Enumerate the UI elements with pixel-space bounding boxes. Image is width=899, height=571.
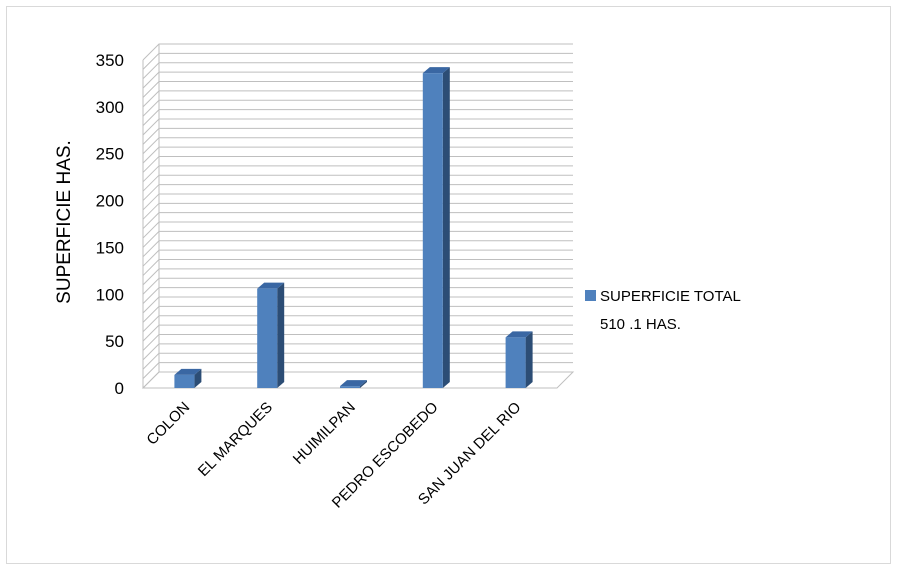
grid-line <box>142 118 573 136</box>
grid-line <box>142 221 573 239</box>
y-tick-label: 50 <box>105 332 124 351</box>
bar-front <box>340 386 360 388</box>
y-tick-label: 200 <box>96 192 124 211</box>
grid-line <box>142 137 573 155</box>
grid-line <box>142 62 573 80</box>
legend-line-1: SUPERFICIE TOTAL <box>600 288 741 305</box>
bar-top <box>174 368 202 375</box>
grid-line <box>142 165 573 183</box>
bar-front <box>174 374 195 388</box>
bar-side <box>525 331 533 388</box>
y-tick-label: 250 <box>96 145 124 164</box>
bar <box>257 282 285 388</box>
bar-top <box>340 380 367 387</box>
bar-front <box>422 73 443 389</box>
bar-side <box>277 282 285 388</box>
y-axis-label: SUPERFICIE HAS. <box>54 140 75 304</box>
x-category-label: COLON <box>143 399 193 449</box>
grid-line <box>142 52 573 70</box>
bar-front <box>505 337 526 388</box>
bar-side <box>360 380 367 388</box>
grid-line <box>142 202 573 220</box>
grid-line <box>142 315 573 333</box>
y-tick-label: 150 <box>96 238 124 257</box>
grid-line <box>142 43 573 61</box>
grid-line <box>142 249 573 267</box>
grid-line <box>142 174 573 192</box>
grid-line <box>142 109 573 126</box>
y-tick-label: 300 <box>96 98 124 117</box>
grid-line <box>142 277 573 295</box>
grid-line <box>142 296 573 314</box>
bar <box>422 67 450 389</box>
grid-line <box>142 99 573 117</box>
bar-top <box>257 282 285 289</box>
bars <box>174 67 533 389</box>
x-category-label: HUIMILPAN <box>290 399 359 468</box>
x-category-label: EL MARQUES <box>195 399 276 480</box>
bar <box>505 331 533 388</box>
y-tick-label: 0 <box>115 379 124 398</box>
bar <box>174 368 202 388</box>
legend-swatch <box>585 290 596 301</box>
bar-front <box>257 288 278 388</box>
grid-line <box>142 259 573 276</box>
grid-line <box>142 230 573 248</box>
grid-line <box>142 90 573 108</box>
grid-line <box>142 155 573 173</box>
bar-side <box>442 67 450 389</box>
grid-line <box>142 212 573 230</box>
grid-line <box>142 127 573 145</box>
grid-line <box>142 268 573 286</box>
grid-line <box>142 287 573 305</box>
bar <box>340 380 367 388</box>
grid-line <box>142 305 573 323</box>
bar-side <box>194 368 202 388</box>
y-tick-label: 350 <box>96 51 124 70</box>
y-tick-labels: 0 50 100 150 200 250 300 350 <box>96 51 124 398</box>
bar-top <box>505 331 533 338</box>
grid-line <box>142 80 573 98</box>
legend-line-2: 510 .1 HAS. <box>600 316 681 333</box>
grid-line <box>142 146 573 164</box>
y-tick-label: 100 <box>96 285 124 304</box>
grid-line <box>142 193 573 211</box>
grid-line <box>142 184 573 201</box>
legend: SUPERFICIE TOTAL 510 .1 HAS. <box>585 288 741 333</box>
grid-line <box>142 71 573 89</box>
bar-top <box>422 67 450 74</box>
grid-line <box>142 240 573 258</box>
